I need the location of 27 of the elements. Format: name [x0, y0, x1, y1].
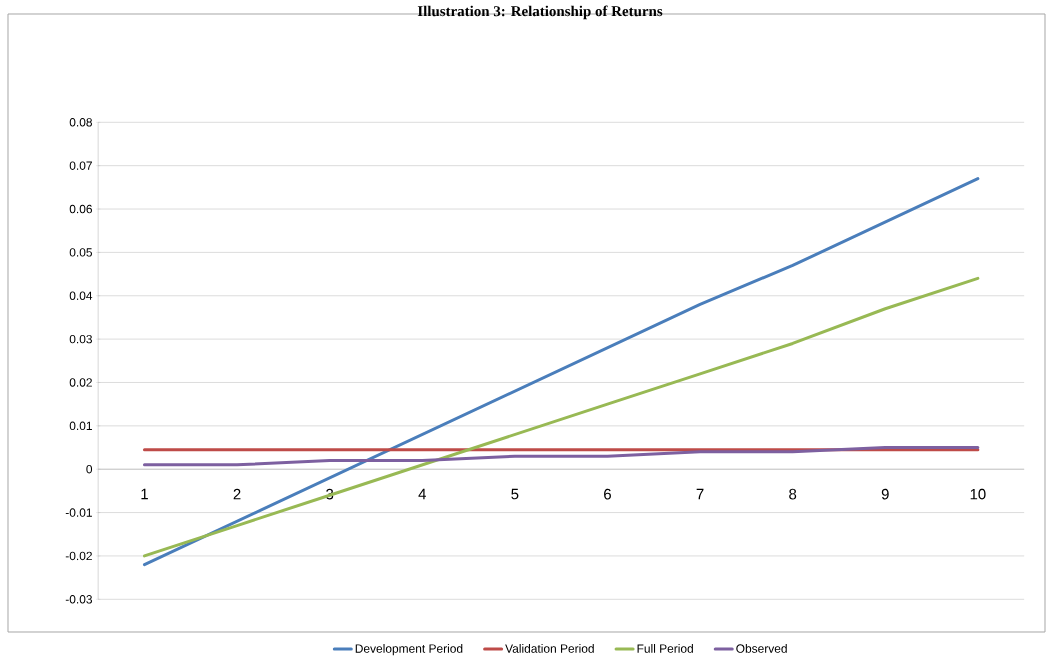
- x-tick-label: 5: [511, 488, 519, 500]
- y-tick-label: -0.01: [65, 508, 92, 517]
- y-tick-label: 0.02: [69, 378, 92, 387]
- legend-label: Full Period: [637, 643, 693, 653]
- y-tick-label: 0.01: [69, 421, 92, 430]
- line-series: [142, 445, 980, 467]
- legend-label: Observed: [736, 643, 787, 653]
- x-tick-label: 10: [970, 488, 986, 500]
- y-tick-label: -0.02: [65, 551, 92, 561]
- chart-title: Illustration 3: Relationship of Returns: [417, 5, 663, 20]
- y-tick-label: 0.06: [69, 204, 92, 214]
- y-tick-label: 0.08: [69, 118, 92, 127]
- x-tick-label: 9: [881, 488, 889, 500]
- x-tick-label: 1: [141, 488, 148, 500]
- y-tick-label: 0.04: [69, 291, 93, 300]
- y-tick-label: -0.03: [65, 594, 92, 604]
- y-tick-label: 0: [86, 464, 93, 474]
- y-tick-label: 0.03: [69, 334, 92, 344]
- y-tick-label: 0.07: [69, 161, 92, 170]
- x-tick-label: 2: [233, 488, 241, 500]
- x-tick-label: 6: [604, 488, 611, 500]
- legend-label: Validation Period: [505, 643, 594, 653]
- x-tick-label: 4: [418, 488, 426, 500]
- x-tick-label: 8: [789, 488, 797, 500]
- y-tick-label: 0.05: [69, 248, 93, 257]
- legend-label: Development Period: [355, 643, 463, 656]
- x-tick-label: 7: [696, 488, 704, 500]
